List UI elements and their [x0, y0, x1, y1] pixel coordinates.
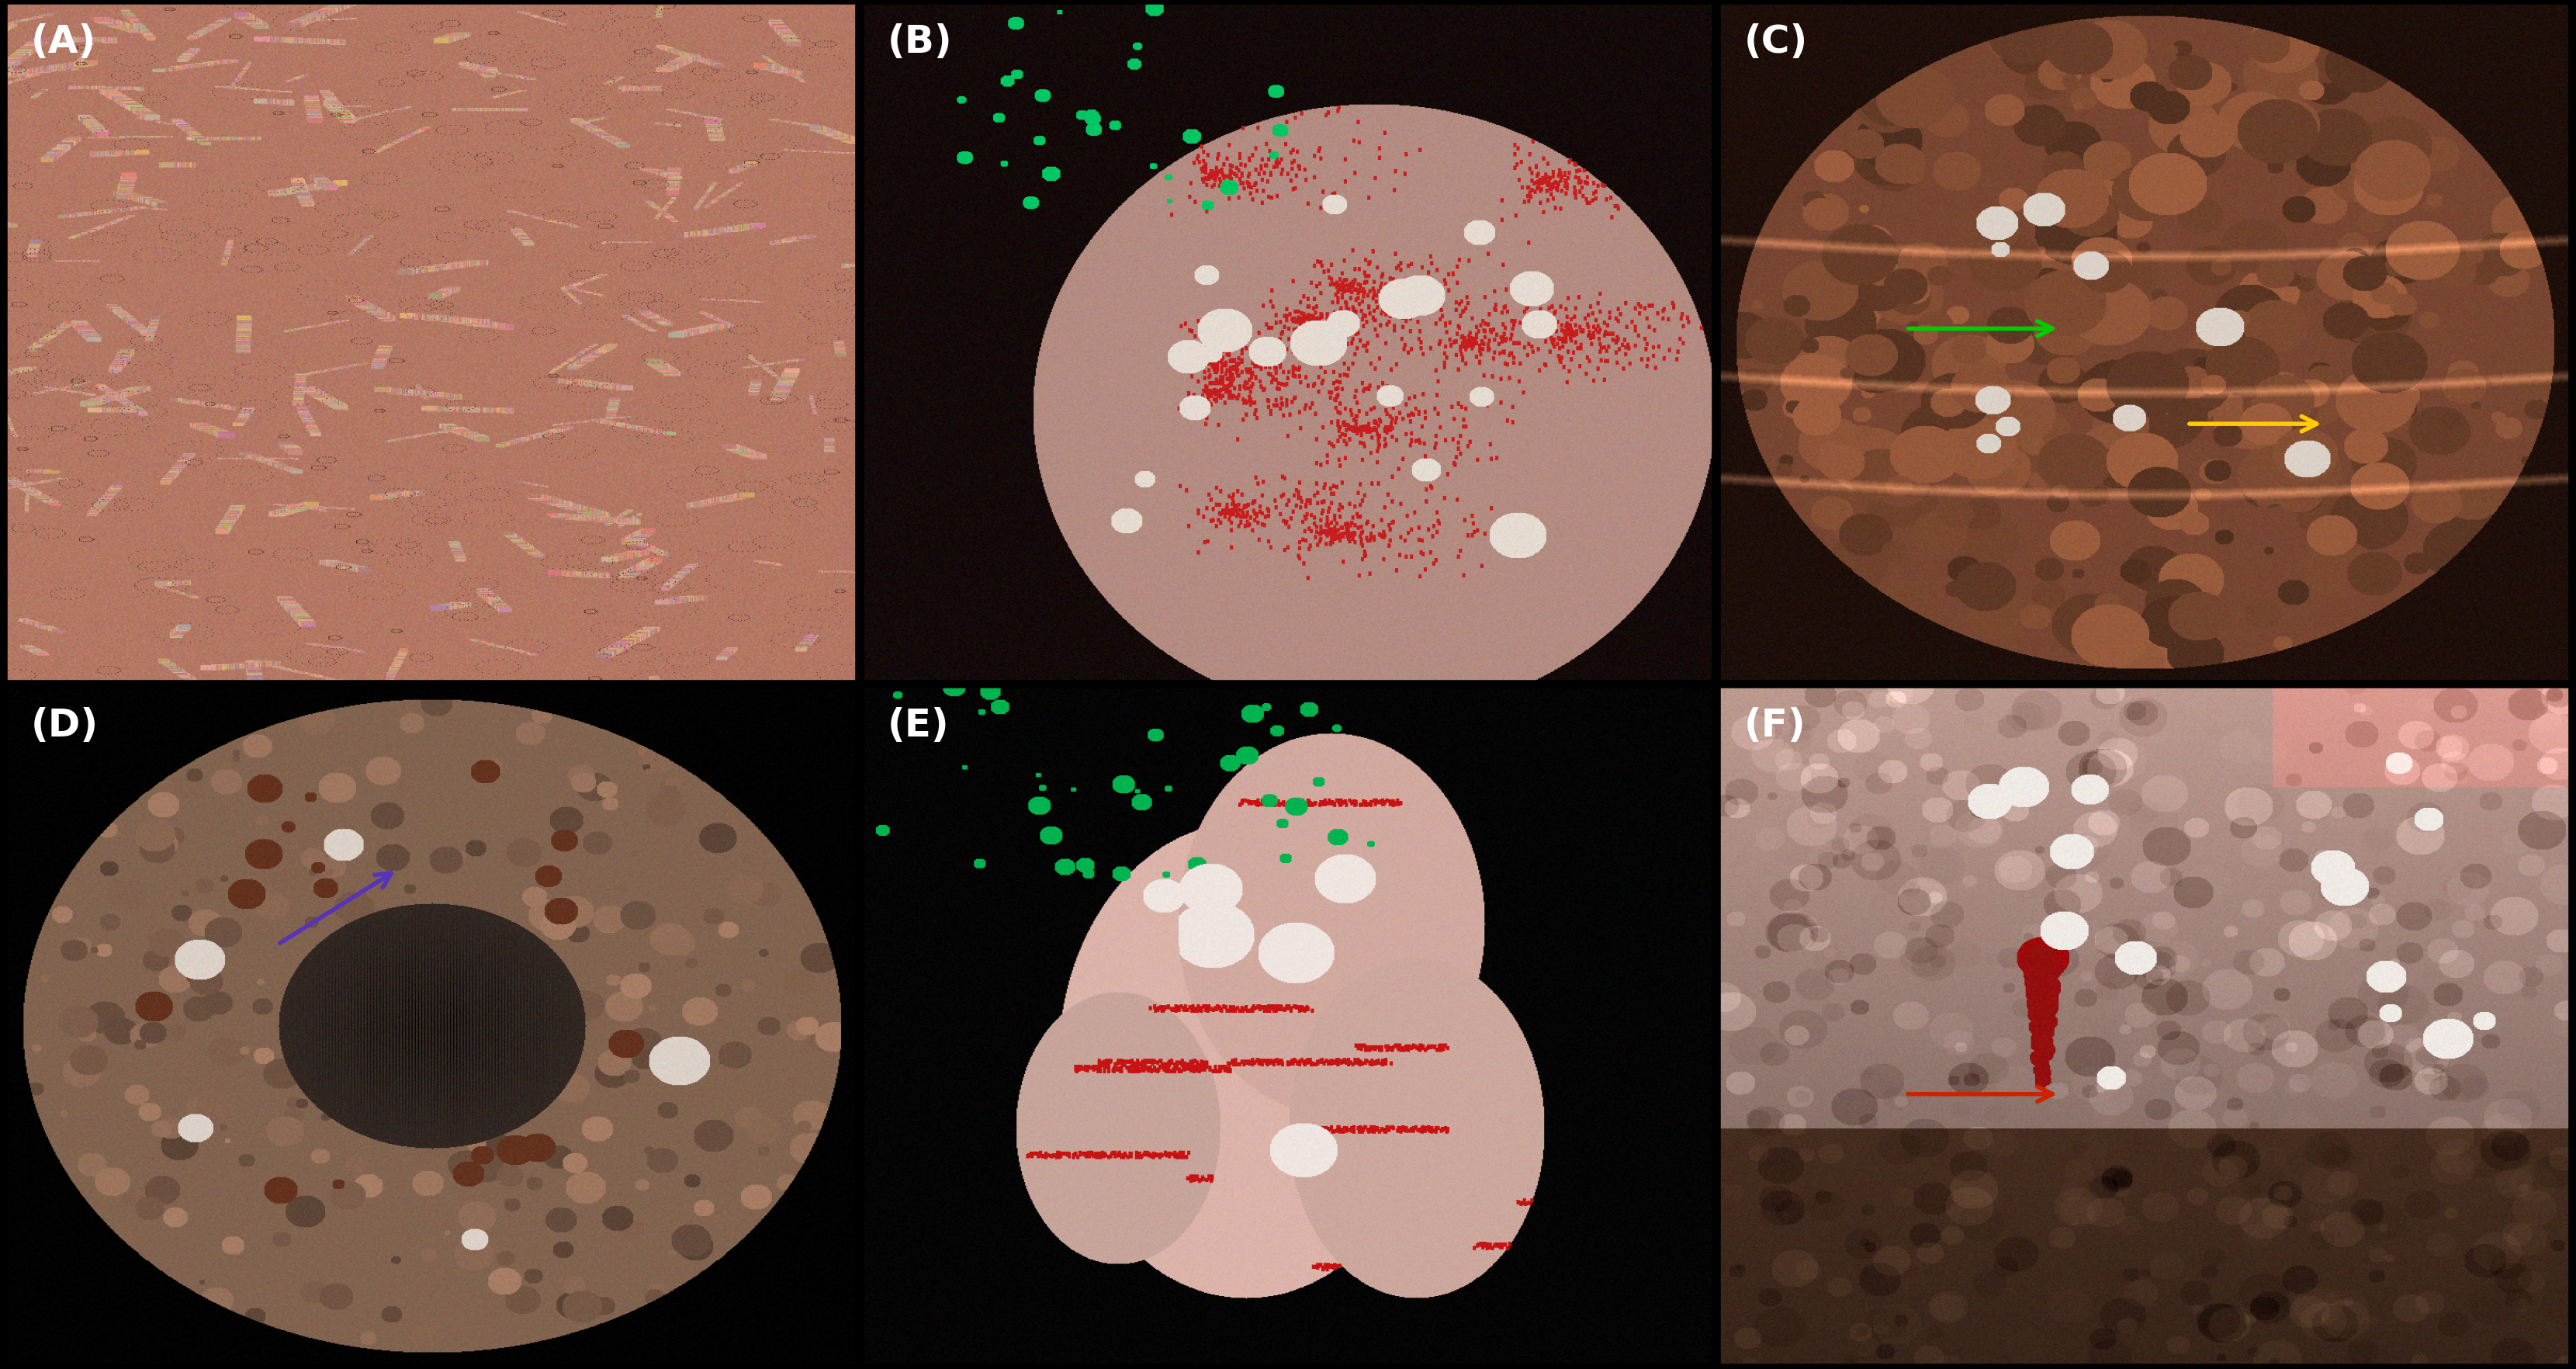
Text: (A): (A)	[31, 23, 95, 60]
Text: (D): (D)	[31, 706, 98, 743]
Text: (F): (F)	[1744, 706, 1806, 743]
Text: (B): (B)	[886, 23, 953, 60]
Text: (E): (E)	[886, 706, 948, 743]
Text: (C): (C)	[1744, 23, 1808, 60]
